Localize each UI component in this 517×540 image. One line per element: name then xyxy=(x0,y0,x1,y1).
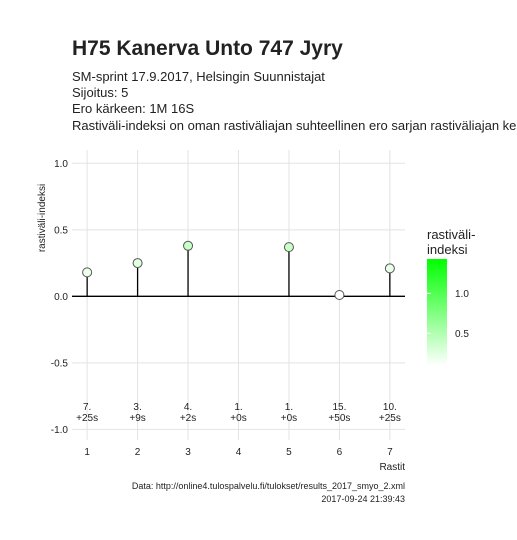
annotation-line: 3. xyxy=(133,402,141,413)
subtitle: Sijoitus: 5 xyxy=(72,85,128,100)
colorbar-label: 0.5 xyxy=(455,329,469,340)
annotation-line: +0s xyxy=(281,413,297,424)
annotation: 15. +50s xyxy=(328,402,350,424)
annotation-line: +25s xyxy=(76,413,98,424)
annotation-line: +25s xyxy=(379,413,401,424)
y-tick-label: 1.0 xyxy=(54,159,68,170)
x-tick-label: 3 xyxy=(185,447,191,458)
point xyxy=(183,240,194,251)
legend-title: rastiväli- xyxy=(427,227,475,242)
y-tick-label: -0.5 xyxy=(51,358,69,369)
point xyxy=(132,258,143,269)
legend-title: indeksi xyxy=(427,242,468,257)
annotation-line: 1. xyxy=(234,402,242,413)
y-tick-label: -1.0 xyxy=(51,425,69,436)
annotation-line: +9s xyxy=(129,413,145,424)
x-tick-label: 5 xyxy=(286,447,292,458)
caption: 2017-09-24 21:39:43 xyxy=(321,494,405,504)
annotation-line: 10. xyxy=(383,402,397,413)
colorbar xyxy=(427,259,447,366)
y-axis-title: rastiväli-indeksi xyxy=(37,184,48,252)
annotation: 7. +25s xyxy=(76,402,98,424)
point xyxy=(283,242,294,253)
annotation-line: +2s xyxy=(180,413,196,424)
annotation: 1. +0s xyxy=(281,402,297,424)
x-tick-label: 2 xyxy=(135,447,141,458)
annotation-line: 7. xyxy=(83,402,91,413)
x-tick-label: 6 xyxy=(337,447,343,458)
subtitle: Rastiväli-indeksi on oman rastiväliajan … xyxy=(72,118,517,133)
point xyxy=(82,267,93,278)
annotation: 1. +0s xyxy=(230,402,246,424)
y-tick-label: 0.5 xyxy=(54,225,68,236)
y-tick-label: 0.0 xyxy=(54,292,68,303)
x-tick-label: 4 xyxy=(236,447,242,458)
annotation-line: +0s xyxy=(230,413,246,424)
annotation: 4. +2s xyxy=(180,402,196,424)
point xyxy=(334,290,345,300)
x-tick-label: 1 xyxy=(84,447,90,458)
colorbar-label: 1.0 xyxy=(455,289,469,300)
annotation-line: +50s xyxy=(328,413,350,424)
annotation: 3. +9s xyxy=(129,402,145,424)
x-axis-title: Rastit xyxy=(379,462,405,473)
x-tick-label: 7 xyxy=(387,447,393,458)
chart-title: H75 Kanerva Unto 747 Jyry xyxy=(72,37,343,60)
subtitle: SM-sprint 17.9.2017, Helsingin Suunnista… xyxy=(72,69,325,84)
caption: Data: http://online4.tulospalvelu.fi/tul… xyxy=(132,481,405,491)
annotation: 10. +25s xyxy=(379,402,401,424)
annotation-line: 4. xyxy=(184,402,192,413)
annotation-line: 15. xyxy=(332,402,346,413)
point xyxy=(384,263,395,274)
annotation-line: 1. xyxy=(285,402,293,413)
subtitle: Ero kärkeen: 1M 16S xyxy=(72,101,194,116)
